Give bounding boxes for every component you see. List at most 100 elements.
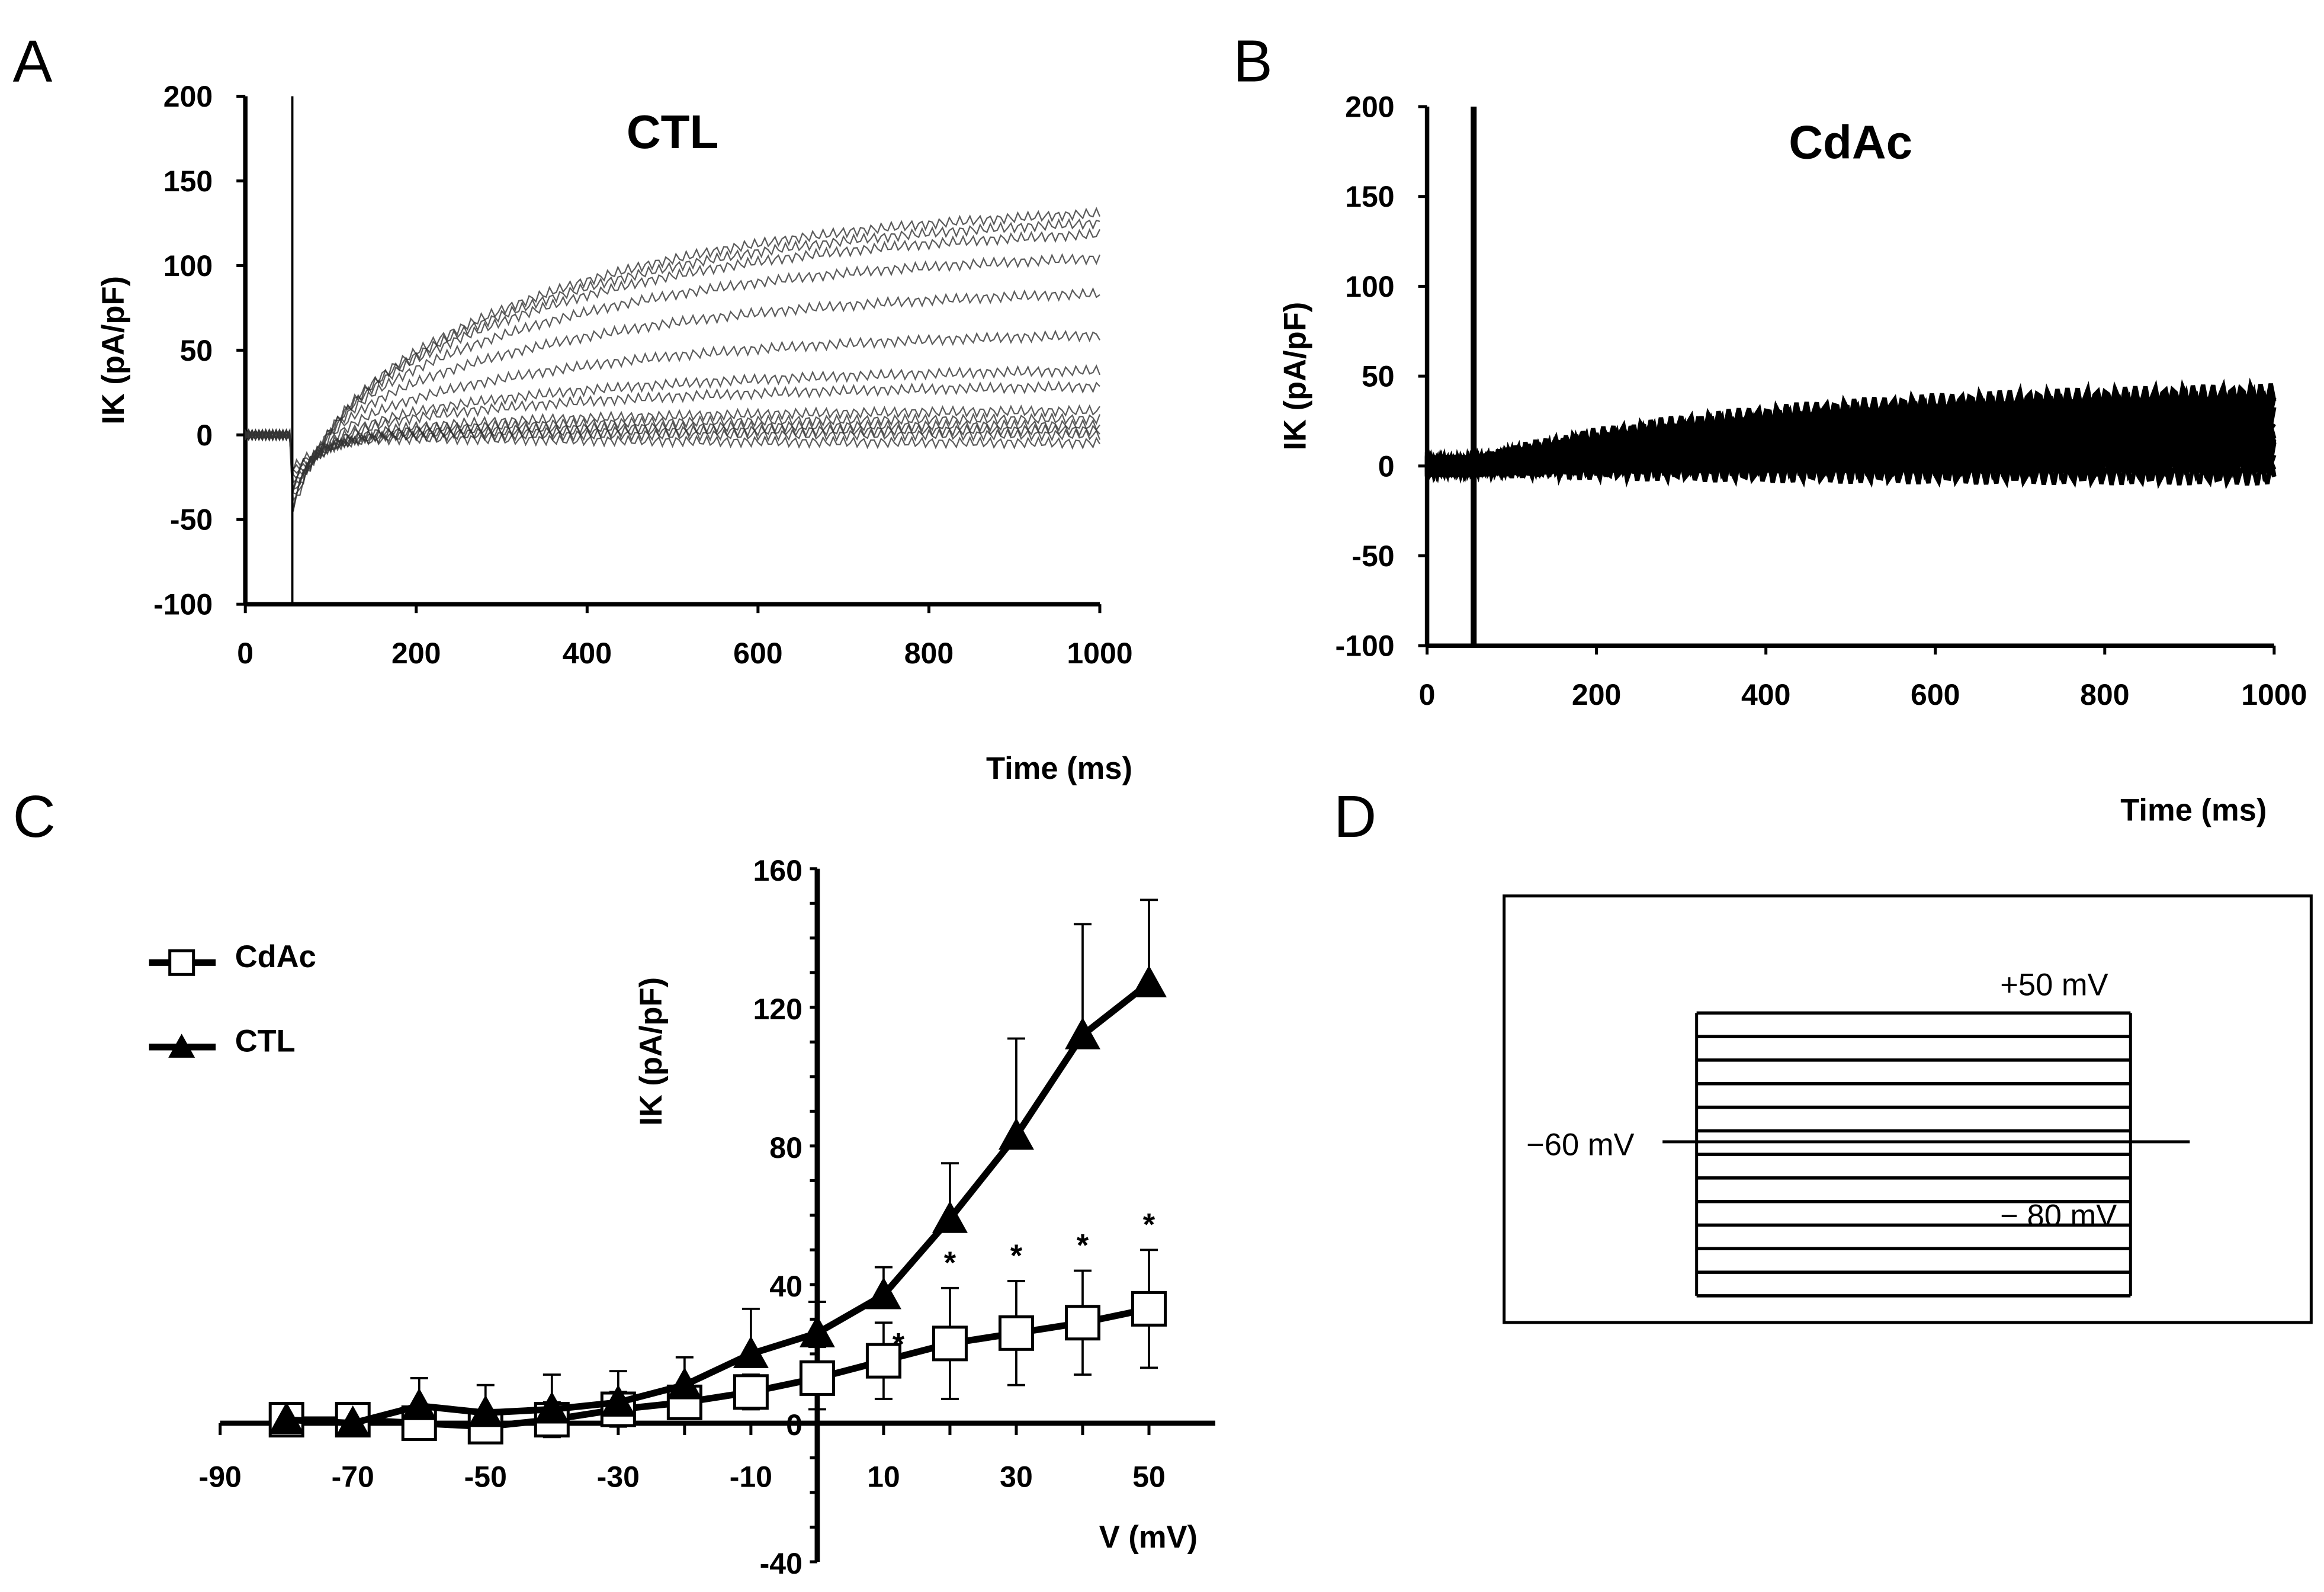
y-axis-label: IK (pA/pF) <box>96 276 131 425</box>
data-point-triangle <box>733 1336 769 1368</box>
series-line-CTL <box>286 980 1151 1427</box>
y-tick-label: -100 <box>153 588 213 621</box>
x-tick-label: -70 <box>332 1460 374 1493</box>
data-point-triangle <box>401 1388 437 1420</box>
significance-asterisk: * <box>893 1327 905 1362</box>
x-axis-label: Time (ms) <box>986 751 1132 786</box>
significance-asterisk: * <box>1010 1238 1023 1273</box>
x-tick-label: 600 <box>733 637 782 670</box>
data-point-triangle <box>998 1118 1034 1150</box>
x-tick-label: 50 <box>1132 1460 1166 1493</box>
data-point-square <box>932 1325 968 1362</box>
significance-asterisk: * <box>944 1246 956 1280</box>
x-tick-label: 400 <box>563 637 612 670</box>
legend-label: CdAc <box>235 939 316 974</box>
data-point-triangle <box>865 1277 901 1309</box>
x-tick-label: 1000 <box>1067 637 1132 670</box>
y-tick-label: 120 <box>753 993 802 1026</box>
data-point-square <box>1064 1305 1100 1341</box>
x-tick-label: -10 <box>730 1460 772 1493</box>
x-tick-label: 400 <box>1741 678 1790 711</box>
label-holding-voltage: −60 mV <box>1526 1127 1634 1162</box>
legend-label: CTL <box>235 1023 296 1058</box>
data-point-triangle <box>666 1367 702 1400</box>
y-tick-label: 150 <box>1345 180 1394 213</box>
current-trace <box>245 253 1101 502</box>
panel-d-protocol: +50 mV −60 mV − 80 mV <box>1503 894 2313 1324</box>
x-tick-label: 800 <box>904 637 954 670</box>
x-tick-label: -50 <box>464 1460 507 1493</box>
x-tick-label: 600 <box>1911 678 1960 711</box>
current-trace <box>245 287 1100 495</box>
x-tick-label: 0 <box>1419 678 1436 711</box>
data-point-square <box>865 1343 901 1379</box>
y-tick-label: 0 <box>1378 450 1395 483</box>
x-tick-label: -30 <box>597 1460 640 1493</box>
x-tick-label: 0 <box>237 637 253 670</box>
y-tick-label: 200 <box>163 80 213 113</box>
y-axis-label: IK (pA/pF) <box>634 977 669 1126</box>
label-top-voltage: +50 mV <box>2000 967 2108 1002</box>
panel-c-chart: -90 -70 -50 -30 -10 10 30 50 160 120 80 40 0 -40 V (mV… <box>149 854 1216 1580</box>
y-tick-label: 0 <box>196 419 213 452</box>
y-tick-label: 40 <box>769 1270 803 1303</box>
data-point-triangle <box>1131 965 1167 997</box>
x-axis-label: V (mV) <box>1099 1520 1198 1555</box>
y-tick-label: 80 <box>769 1131 803 1164</box>
protocol-frame <box>1503 894 2313 1324</box>
data-point-triangle <box>600 1384 636 1417</box>
data-point-triangle <box>1064 1017 1100 1049</box>
y-tick-label: -100 <box>1335 630 1394 663</box>
x-tick-label: 10 <box>867 1460 900 1493</box>
current-trace <box>245 412 1101 484</box>
chart-title: CdAc <box>1789 116 1912 169</box>
current-trace <box>245 418 1100 480</box>
y-tick-label: -50 <box>170 503 213 537</box>
data-point-square <box>1131 1291 1167 1327</box>
y-axis-label: IK (pA/pF) <box>1278 302 1313 451</box>
x-tick-label: -90 <box>199 1460 242 1493</box>
data-point-triangle <box>932 1201 968 1233</box>
y-tick-label: 50 <box>180 334 213 367</box>
significance-asterisk: * <box>1143 1207 1155 1242</box>
panel-label-d: D <box>1334 784 1376 850</box>
data-point-triangle <box>335 1405 371 1437</box>
y-tick-label: 100 <box>1345 270 1394 303</box>
current-trace <box>245 364 1101 491</box>
x-axis-label: Time (ms) <box>2120 792 2267 827</box>
y-tick-label: 150 <box>163 165 213 198</box>
panel-label-c: C <box>13 784 56 850</box>
current-trace <box>245 329 1100 491</box>
panel-b-chart: 0 200 400 600 800 1000 200 150 100 50 0 -50 -100 CdAc… <box>1278 91 2307 828</box>
data-point-square <box>733 1374 769 1410</box>
data-point-triangle <box>268 1402 304 1434</box>
current-trace <box>245 227 1100 508</box>
y-tick-label: -50 <box>1352 540 1394 573</box>
current-trace <box>1424 377 2277 481</box>
y-tick-label: -40 <box>760 1547 803 1580</box>
x-tick-label: 30 <box>1000 1460 1033 1493</box>
data-point-square <box>998 1315 1034 1351</box>
legend-marker-square <box>168 949 195 976</box>
chart-title: CTL <box>627 105 719 158</box>
current-trace <box>245 207 1101 512</box>
y-tick-label: 0 <box>786 1408 803 1442</box>
current-trace <box>245 423 1100 474</box>
y-tick-label: 200 <box>1345 91 1394 124</box>
current-trace <box>245 380 1100 492</box>
significance-asterisk: * <box>1077 1228 1089 1263</box>
y-tick-label: 50 <box>1362 360 1395 393</box>
x-tick-label: 200 <box>391 637 441 670</box>
panel-a-chart: 0 200 400 600 800 1000 200 150 100 50 0 -50 -100 CTL T… <box>96 80 1132 786</box>
data-point-square <box>799 1360 835 1396</box>
data-point-triangle <box>467 1395 503 1427</box>
x-tick-label: 1000 <box>2241 678 2307 711</box>
panel-label-a: A <box>13 28 53 95</box>
current-trace <box>245 218 1100 512</box>
x-tick-label: 800 <box>2080 678 2129 711</box>
y-tick-label: 100 <box>163 249 213 283</box>
data-point-triangle <box>534 1391 570 1424</box>
label-bottom-voltage: − 80 mV <box>2000 1198 2117 1233</box>
current-trace <box>245 404 1100 490</box>
